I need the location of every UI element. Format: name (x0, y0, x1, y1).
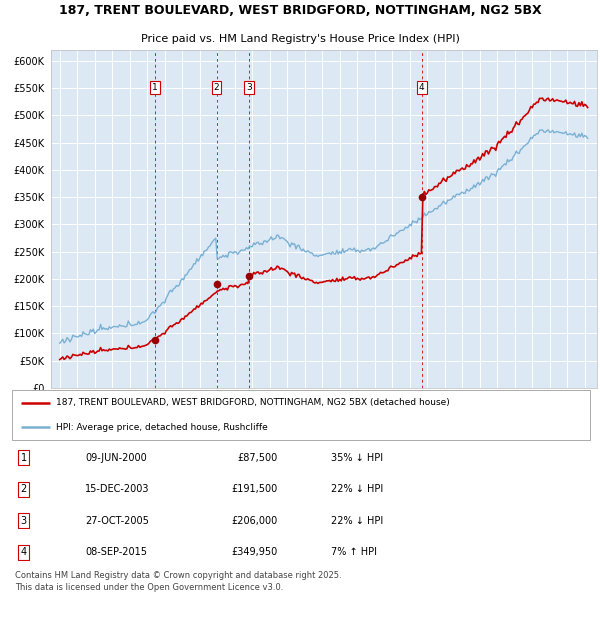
Text: £349,950: £349,950 (232, 547, 278, 557)
Text: HPI: Average price, detached house, Rushcliffe: HPI: Average price, detached house, Rush… (56, 423, 268, 432)
Text: 1: 1 (20, 453, 26, 463)
Text: 187, TRENT BOULEVARD, WEST BRIDGFORD, NOTTINGHAM, NG2 5BX (detached house): 187, TRENT BOULEVARD, WEST BRIDGFORD, NO… (56, 398, 449, 407)
Text: 35% ↓ HPI: 35% ↓ HPI (331, 453, 383, 463)
Text: £87,500: £87,500 (238, 453, 278, 463)
Text: 4: 4 (419, 82, 425, 92)
Text: 3: 3 (20, 516, 26, 526)
Text: 22% ↓ HPI: 22% ↓ HPI (331, 484, 383, 494)
Text: 2: 2 (20, 484, 27, 494)
Text: 22% ↓ HPI: 22% ↓ HPI (331, 516, 383, 526)
Text: 4: 4 (20, 547, 26, 557)
Text: Price paid vs. HM Land Registry's House Price Index (HPI): Price paid vs. HM Land Registry's House … (140, 34, 460, 44)
Text: 08-SEP-2015: 08-SEP-2015 (85, 547, 147, 557)
Text: 27-OCT-2005: 27-OCT-2005 (85, 516, 149, 526)
Text: Contains HM Land Registry data © Crown copyright and database right 2025.
This d: Contains HM Land Registry data © Crown c… (15, 570, 341, 592)
FancyBboxPatch shape (12, 390, 590, 440)
Text: 187, TRENT BOULEVARD, WEST BRIDGFORD, NOTTINGHAM, NG2 5BX: 187, TRENT BOULEVARD, WEST BRIDGFORD, NO… (59, 4, 541, 17)
Text: 15-DEC-2003: 15-DEC-2003 (85, 484, 149, 494)
Text: 3: 3 (246, 82, 252, 92)
Text: £191,500: £191,500 (232, 484, 278, 494)
Text: 09-JUN-2000: 09-JUN-2000 (85, 453, 147, 463)
Text: 2: 2 (214, 82, 220, 92)
Text: £206,000: £206,000 (232, 516, 278, 526)
Text: 7% ↑ HPI: 7% ↑ HPI (331, 547, 377, 557)
Text: 1: 1 (152, 82, 158, 92)
